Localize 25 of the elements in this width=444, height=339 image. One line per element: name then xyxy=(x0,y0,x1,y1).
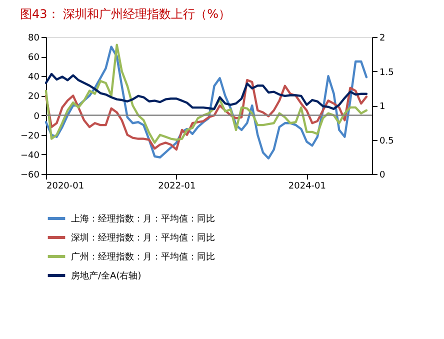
legend-label: 广州：经理指数：月：平均值：同比 xyxy=(71,252,215,262)
y2-tick-label: 1 xyxy=(380,102,386,112)
x-tick-label: 2024-01 xyxy=(288,182,326,192)
y2-tick-label: 0 xyxy=(380,170,386,180)
x-tick-label: 2022-01 xyxy=(158,182,196,192)
line-series xyxy=(44,44,368,144)
line-series xyxy=(44,78,368,151)
x-tick-label: 2020-01 xyxy=(46,182,84,192)
legend-label: 深圳：经理指数：月：平均值：同比 xyxy=(71,232,215,244)
y-tick-label: 0 xyxy=(34,112,40,122)
chart-title: 图43： 深圳和广州经理指数上行（%） xyxy=(20,7,231,21)
y2-tick-label: 0.5 xyxy=(380,136,394,146)
line-series xyxy=(44,72,368,110)
legend-label: 上海：经理指数：月：平均值：同比 xyxy=(71,214,215,224)
y2-tick-label: 1.5 xyxy=(380,68,394,78)
y-tick-label: −60 xyxy=(20,170,40,180)
y-tick-label: −40 xyxy=(20,150,40,161)
legend-label: 房地产/全A(右轴) xyxy=(71,270,142,282)
line-series xyxy=(44,46,368,160)
y-tick-label: −20 xyxy=(20,131,40,142)
y2-tick-label: 2 xyxy=(380,34,386,44)
y-tick-label: 80 xyxy=(28,34,40,44)
y-tick-label: 60 xyxy=(28,53,40,64)
y-tick-label: 20 xyxy=(28,92,40,102)
y-tick-label: 40 xyxy=(28,72,40,83)
